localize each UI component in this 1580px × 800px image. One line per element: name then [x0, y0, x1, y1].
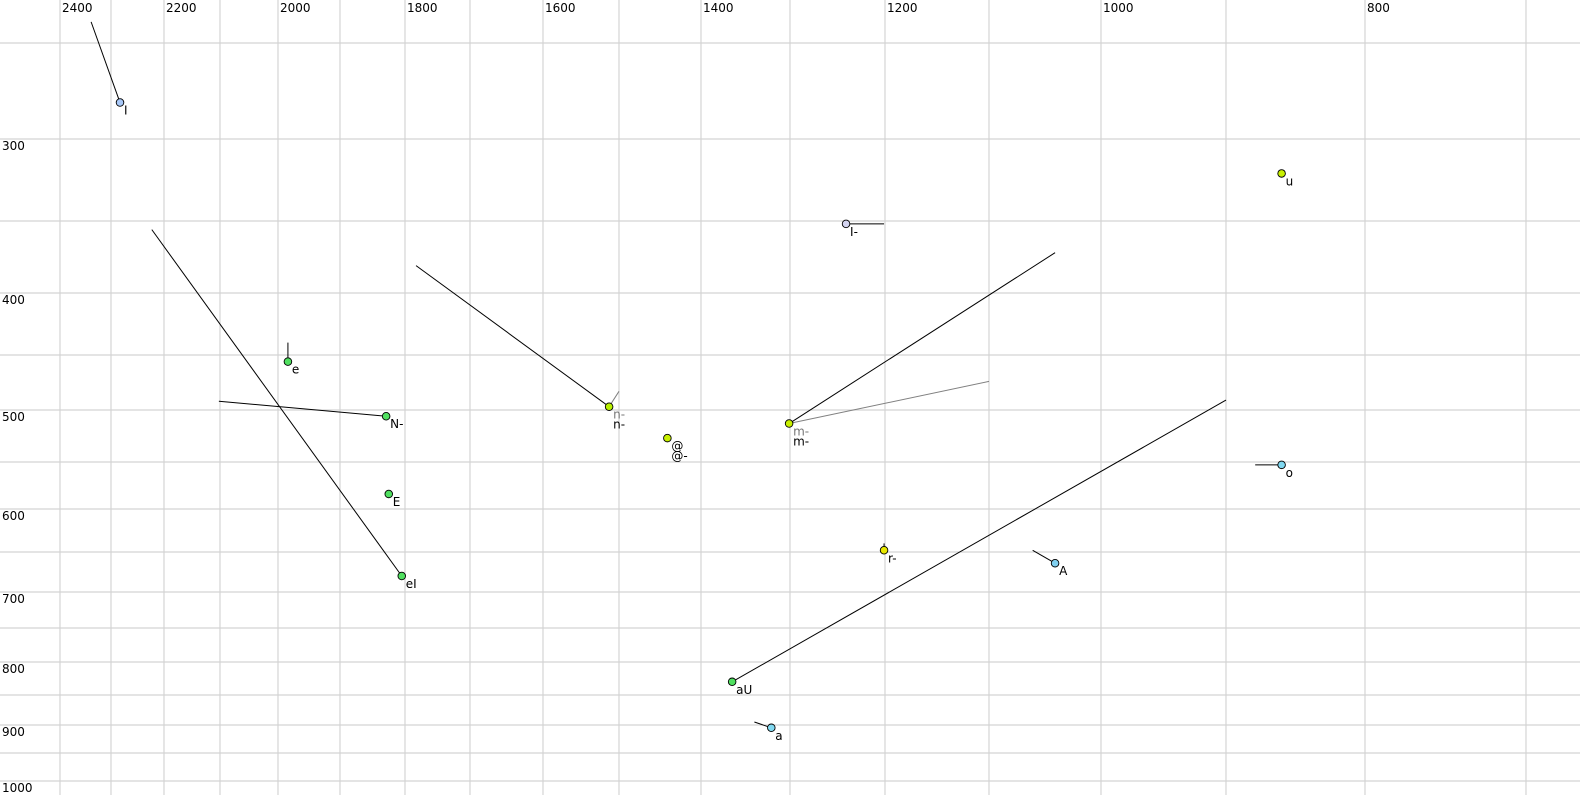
trajectory-line	[731, 399, 1227, 683]
vowel-point	[879, 546, 889, 555]
vowel-point	[1277, 460, 1286, 470]
vowel-label: I-	[850, 225, 858, 239]
vowel-label: A	[1059, 564, 1068, 578]
vowel-point	[784, 419, 794, 428]
y-tick-label: 500	[2, 410, 25, 424]
vowel-point	[727, 677, 737, 687]
vowel-point	[841, 219, 851, 229]
y-tick-label: 1000	[2, 781, 33, 795]
vowel-label-secondary: n-	[613, 408, 625, 422]
vowel-label: r-	[888, 551, 897, 565]
vowel-label: o	[1286, 466, 1293, 480]
trajectory-line	[218, 400, 387, 417]
x-tick-label: 1800	[407, 1, 438, 15]
vowel-point	[1277, 169, 1286, 178]
trajectory-line	[151, 229, 403, 577]
y-tick-label: 300	[2, 139, 25, 153]
x-tick-label: 1400	[703, 1, 734, 15]
trajectory-line	[1032, 549, 1056, 564]
x-tick-label: 1200	[887, 1, 918, 15]
x-tick-label: 2000	[280, 1, 311, 15]
trajectory-line	[789, 380, 990, 425]
x-tick-label: 1600	[545, 1, 576, 15]
x-tick-label: 2200	[166, 1, 197, 15]
vowel-label-secondary: m-	[793, 425, 809, 439]
vowel-point	[604, 402, 614, 411]
trajectories	[90, 21, 1282, 729]
vowel-label: @-	[671, 449, 687, 463]
vowel-point	[1050, 558, 1060, 568]
y-tick-labels: 300 400 500 600 700 800 900 1000	[2, 139, 33, 795]
vowel-label: aU	[736, 683, 752, 697]
vowel-label: N-	[390, 417, 403, 431]
y-tick-label: 800	[2, 662, 25, 676]
vowel-label: u	[1286, 174, 1294, 188]
vowel-label: E	[393, 495, 401, 509]
vowel-label: a	[775, 729, 782, 743]
trajectory-line	[415, 265, 610, 408]
y-tick-label: 700	[2, 592, 25, 606]
vowel-point	[397, 571, 407, 581]
vowel-label: m-	[793, 435, 809, 449]
vowel-point	[283, 357, 293, 366]
data-points: I I-u e N- EeI n-n- @@- m-m-o r- AaU a	[115, 98, 1294, 743]
vowel-point	[384, 489, 394, 499]
vowel-label: I	[124, 104, 128, 118]
vowel-label-secondary: @	[671, 439, 683, 453]
vowel-point	[663, 433, 672, 443]
x-tick-label: 1000	[1103, 1, 1134, 15]
vowel-point	[381, 411, 391, 421]
vowel-point	[115, 98, 125, 107]
vowel-label: eI	[406, 577, 417, 591]
trajectory-line	[90, 21, 121, 103]
y-tick-label: 900	[2, 725, 25, 739]
x-tick-label: 800	[1367, 1, 1390, 15]
trajectory-line	[788, 252, 1056, 424]
vowel-label: e	[292, 363, 299, 377]
vowel-label: n-	[613, 418, 625, 432]
vowel-point	[767, 723, 776, 733]
x-tick-label: 2400	[62, 1, 93, 15]
y-tick-label: 600	[2, 509, 25, 523]
y-tick-label: 400	[2, 293, 25, 307]
x-tick-labels: 2400 2200 2000 1800 1600 1400 1200 1000 800	[62, 1, 1390, 15]
